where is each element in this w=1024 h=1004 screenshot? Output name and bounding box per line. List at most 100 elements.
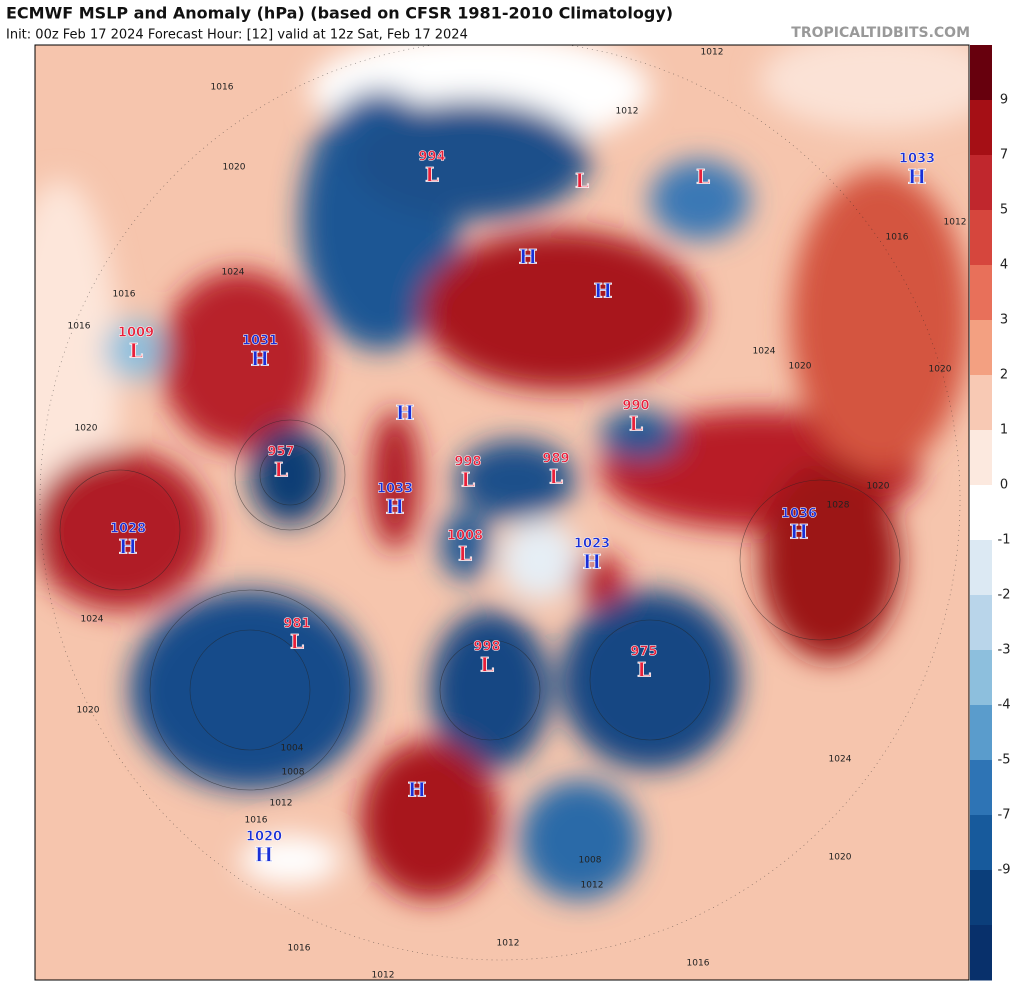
contour-label: 1016 — [245, 816, 268, 826]
colorbar-band — [970, 540, 992, 596]
contour-label: 1024 — [222, 268, 245, 278]
contour-label: 1020 — [789, 362, 812, 372]
title: ECMWF MSLP and Anomaly (hPa) (based on C… — [6, 4, 673, 23]
center-letter: H — [119, 535, 138, 559]
map-frame — [34, 44, 970, 981]
colorbar-label: -5 — [998, 753, 1011, 768]
colorbar-band — [970, 760, 992, 816]
contour-label: 1020 — [929, 365, 952, 375]
contour-label: 1016 — [687, 959, 710, 969]
contour-label: 1024 — [753, 347, 776, 357]
center-letter: L — [575, 169, 589, 193]
contour-label: 1024 — [81, 615, 104, 625]
contour-label: 1024 — [829, 755, 852, 765]
contour-label: 1012 — [944, 218, 967, 228]
colorbar-label: -4 — [998, 698, 1011, 713]
contour-label: 1016 — [113, 290, 136, 300]
contour-labels: 1012101610201024101610161020102410201016… — [68, 48, 967, 981]
colorbar-band — [970, 320, 992, 376]
contour-label: 1020 — [867, 482, 890, 492]
colorbar: 9 7 5 4 3 2 1 0 -1 -2 -3 -4 -5 -7 -9 — [970, 45, 1010, 981]
contour-label: 1016 — [288, 944, 311, 954]
contour-label: 1008 — [282, 768, 305, 778]
center-letter: L — [637, 658, 651, 682]
colorbar-label: -2 — [998, 588, 1011, 603]
center-value: 989 — [542, 452, 569, 467]
center-letter: H — [519, 245, 538, 269]
center-value: 1009 — [118, 326, 154, 341]
center-letter: L — [480, 653, 494, 677]
center-letter: H — [790, 520, 809, 544]
center-letter: L — [425, 163, 439, 187]
center-value: 1033 — [377, 482, 413, 497]
center-letter: H — [255, 843, 274, 867]
center-letter: H — [251, 347, 270, 371]
center-letter: H — [908, 165, 927, 189]
contour-label: 1012 — [270, 799, 293, 809]
contour-label: 1012 — [581, 881, 604, 891]
center-letter: L — [549, 465, 563, 489]
center-value: 981 — [283, 617, 310, 632]
colorbar-label: -7 — [998, 808, 1011, 823]
colorbar-label: 2 — [1000, 368, 1008, 383]
contour-label: 1016 — [886, 233, 909, 243]
center-value: 1033 — [899, 152, 935, 167]
colorbar-band — [970, 650, 992, 706]
center-value: 998 — [454, 455, 481, 470]
center-letter: H — [408, 778, 427, 802]
colorbar-band — [970, 430, 992, 486]
contour-label: 1020 — [829, 853, 852, 863]
contour-label: 1016 — [211, 83, 234, 93]
center-value: 975 — [630, 645, 657, 660]
center-value: 1020 — [246, 830, 282, 845]
colorbar-band — [970, 375, 992, 431]
colorbar-label: 5 — [1000, 203, 1008, 218]
colorbar-label: 1 — [1000, 423, 1008, 438]
colorbar-band — [970, 925, 992, 981]
colorbar-band — [970, 870, 992, 926]
center-letter: L — [274, 458, 288, 482]
colorbar-label: 9 — [1000, 93, 1008, 108]
colorbar-band — [970, 210, 992, 266]
center-letter: L — [458, 542, 472, 566]
colorbar-label: 7 — [1000, 148, 1008, 163]
colorbar-label: -9 — [998, 863, 1011, 878]
colorbar-label: 4 — [1000, 258, 1008, 273]
center-value: 1008 — [447, 529, 483, 544]
center-letter: H — [396, 401, 415, 425]
colorbar-band — [970, 155, 992, 211]
center-value: 998 — [473, 640, 500, 655]
center-letter: H — [583, 550, 602, 574]
center-value: 1023 — [574, 537, 610, 552]
center-letter: H — [594, 279, 613, 303]
colorbar-band — [970, 485, 992, 541]
center-value: 1031 — [242, 334, 278, 349]
contour-label: 1020 — [223, 163, 246, 173]
colorbar-label: 3 — [1000, 313, 1008, 328]
contour-label: 1012 — [616, 107, 639, 117]
subtitle: Init: 00z Feb 17 2024 Forecast Hour: [12… — [6, 28, 468, 43]
center-value: 1028 — [110, 522, 146, 537]
colorbar-band — [970, 45, 992, 101]
center-letter: L — [290, 630, 304, 654]
colorbar-band — [970, 100, 992, 156]
center-letter: L — [629, 412, 643, 436]
center-value: 1036 — [781, 507, 817, 522]
center-value: 994 — [418, 150, 445, 165]
contour-label: 1004 — [281, 744, 304, 754]
colorbar-label: -3 — [998, 643, 1011, 658]
center-letter: L — [696, 165, 710, 189]
colorbar-label: -1 — [998, 533, 1011, 548]
colorbar-band — [970, 265, 992, 321]
center-value: 957 — [267, 445, 294, 460]
contour-label: 1012 — [701, 48, 724, 58]
contour-label: 1012 — [372, 971, 395, 981]
contour-label: 1012 — [497, 939, 520, 949]
map — [35, 45, 969, 980]
colorbar-label: 0 — [1000, 478, 1008, 493]
colorbar-band — [970, 815, 992, 871]
center-letter: L — [129, 339, 143, 363]
contour-label: 1020 — [75, 424, 98, 434]
